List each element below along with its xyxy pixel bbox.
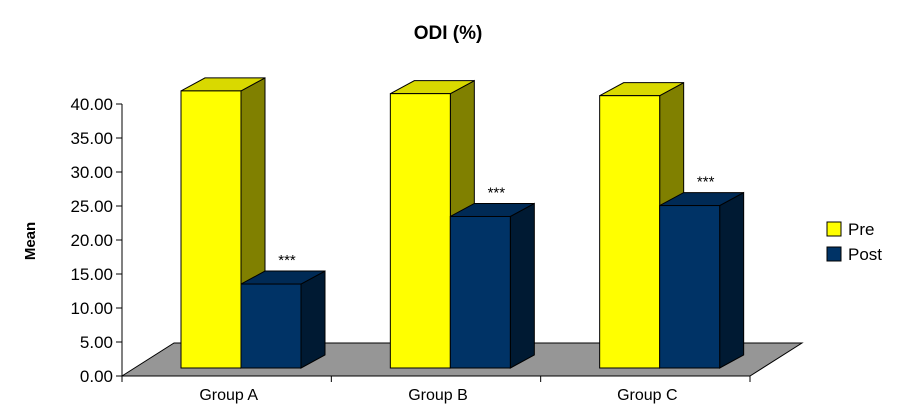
bar-post-group-c: [659, 191, 745, 369]
x-category-label: Group C: [617, 387, 677, 404]
bars: [180, 77, 745, 369]
bar-front: [240, 283, 302, 369]
y-axis: [116, 103, 751, 382]
bar-side: [509, 202, 535, 369]
bar-front: [599, 95, 661, 369]
y-tick-label: 25.00: [70, 197, 113, 216]
legend-swatch-post: [826, 246, 842, 262]
annotations: *** *** ***: [278, 174, 714, 269]
y-tick-labels: 0.00 5.00 10.00 15.00 20.00 25.00 30.00 35.00 40…: [70, 95, 113, 386]
x-category-label: Group A: [199, 387, 258, 404]
y-tick-label: 10.00: [70, 299, 113, 318]
bar-front: [389, 93, 451, 369]
y-tick-label: 5.00: [80, 333, 113, 352]
legend-label-post: Post: [848, 245, 882, 264]
y-tick-label: 0.00: [80, 367, 113, 386]
legend-swatch-pre: [826, 221, 842, 237]
chart-title: ODI (%): [414, 23, 483, 44]
bar-post-group-b: [449, 202, 535, 369]
y-tick-label: 35.00: [70, 129, 113, 148]
x-category-label: Group B: [408, 387, 468, 404]
y-axis-label: Mean: [22, 222, 39, 260]
bar-front: [449, 215, 511, 369]
bar-side: [300, 270, 326, 369]
y-tick-label: 30.00: [70, 163, 113, 182]
y-tick-label: 15.00: [70, 265, 113, 284]
y-tick-label: 40.00: [70, 95, 113, 114]
bar-front: [659, 205, 721, 369]
significance-annotation: ***: [278, 252, 296, 269]
legend: Pre Post: [826, 220, 882, 264]
y-tick-label: 20.00: [70, 231, 113, 250]
bar-side: [719, 191, 745, 369]
significance-annotation: ***: [697, 174, 715, 191]
category-labels: Group A Group B Group C: [199, 387, 677, 404]
bar-post-group-a: [240, 270, 326, 369]
significance-annotation: ***: [488, 184, 506, 201]
bar-front: [180, 90, 242, 369]
legend-label-pre: Pre: [848, 220, 874, 239]
